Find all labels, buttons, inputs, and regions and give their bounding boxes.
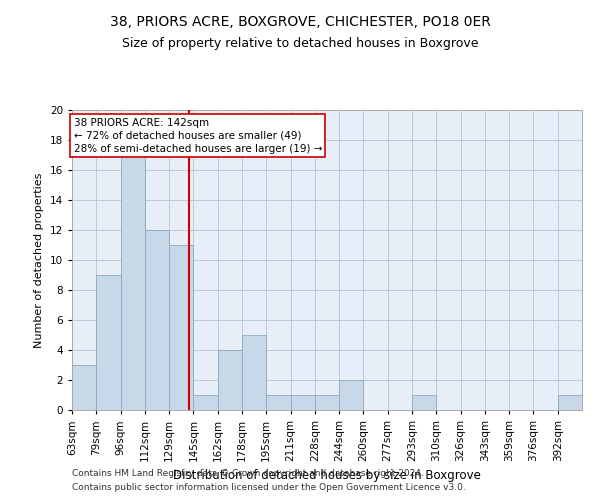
Text: Size of property relative to detached houses in Boxgrove: Size of property relative to detached ho… (122, 38, 478, 51)
Text: 38, PRIORS ACRE, BOXGROVE, CHICHESTER, PO18 0ER: 38, PRIORS ACRE, BOXGROVE, CHICHESTER, P… (110, 15, 490, 29)
Y-axis label: Number of detached properties: Number of detached properties (34, 172, 44, 348)
Bar (290, 395, 315, 410)
Bar (72, 365, 96, 410)
Bar (96, 275, 121, 410)
Bar (169, 245, 193, 410)
Bar (266, 395, 290, 410)
Bar (193, 395, 218, 410)
Bar (218, 350, 242, 410)
Bar (315, 395, 339, 410)
Bar (412, 395, 436, 410)
X-axis label: Distribution of detached houses by size in Boxgrove: Distribution of detached houses by size … (173, 470, 481, 482)
Text: 38 PRIORS ACRE: 142sqm
← 72% of detached houses are smaller (49)
28% of semi-det: 38 PRIORS ACRE: 142sqm ← 72% of detached… (74, 118, 322, 154)
Bar (339, 380, 364, 410)
Bar (558, 395, 582, 410)
Bar (121, 155, 145, 410)
Bar (145, 230, 169, 410)
Text: Contains public sector information licensed under the Open Government Licence v3: Contains public sector information licen… (72, 484, 466, 492)
Text: Contains HM Land Registry data © Crown copyright and database right 2024.: Contains HM Land Registry data © Crown c… (72, 468, 424, 477)
Bar (242, 335, 266, 410)
